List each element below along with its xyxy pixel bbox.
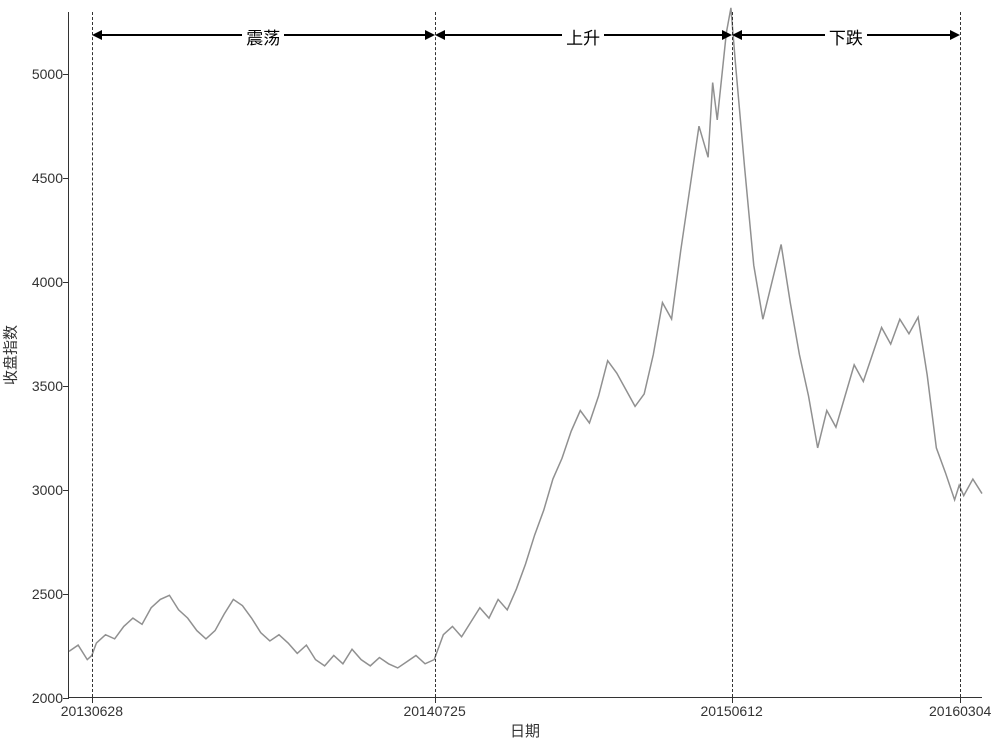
arrow-head-icon xyxy=(732,30,742,40)
y-tick-mark xyxy=(63,178,69,179)
phase-divider xyxy=(92,12,93,697)
y-tick-mark xyxy=(63,386,69,387)
x-tick-mark xyxy=(960,697,961,703)
y-tick-mark xyxy=(63,282,69,283)
phase-divider xyxy=(435,12,436,697)
x-tick-mark xyxy=(732,697,733,703)
phase-label: 震荡 xyxy=(246,24,280,49)
chart-container: 2000250030003500400045005000201306282014… xyxy=(0,0,1000,746)
phase-arrow-line xyxy=(742,34,825,36)
x-tick-mark xyxy=(92,697,93,703)
phase-arrow-line xyxy=(604,34,722,36)
phase-arrow-line xyxy=(445,34,563,36)
arrow-head-icon xyxy=(950,30,960,40)
x-axis-label: 日期 xyxy=(510,720,540,741)
phase-divider xyxy=(960,12,961,697)
arrow-head-icon xyxy=(435,30,445,40)
x-tick-mark xyxy=(435,697,436,703)
plot-area: 2000250030003500400045005000201306282014… xyxy=(68,12,982,698)
y-tick-mark xyxy=(63,74,69,75)
y-tick-mark xyxy=(63,490,69,491)
arrow-head-icon xyxy=(92,30,102,40)
phase-divider xyxy=(732,12,733,697)
phase-arrow-line xyxy=(867,34,950,36)
y-tick-mark xyxy=(63,594,69,595)
price-line xyxy=(69,8,982,668)
arrow-head-icon xyxy=(722,30,732,40)
data-line xyxy=(69,12,982,697)
phase-arrow-line xyxy=(284,34,424,36)
arrow-head-icon xyxy=(425,30,435,40)
y-axis-label: 收盘指数 xyxy=(0,325,21,385)
phase-arrow-line xyxy=(102,34,242,36)
phase-label: 下跌 xyxy=(829,24,863,49)
phase-label: 上升 xyxy=(566,24,600,49)
